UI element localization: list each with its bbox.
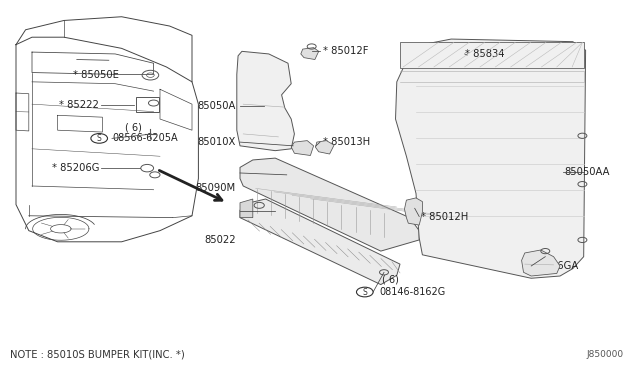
Polygon shape [316, 141, 334, 154]
Text: 85010X: 85010X [197, 137, 236, 147]
Text: 85090M: 85090M [195, 183, 236, 193]
Text: 85050AA: 85050AA [564, 167, 610, 177]
Text: S: S [362, 288, 367, 296]
Polygon shape [240, 158, 419, 251]
Polygon shape [240, 199, 400, 285]
Text: * 85206G: * 85206G [52, 163, 99, 173]
Polygon shape [400, 42, 584, 68]
Text: * 85834: * 85834 [465, 49, 504, 59]
Text: 08146-8162G: 08146-8162G [379, 287, 445, 297]
Text: * 85012H: * 85012H [421, 212, 468, 221]
Text: NOTE : 85010S BUMPER KIT(INC. *): NOTE : 85010S BUMPER KIT(INC. *) [10, 349, 184, 359]
Text: ( 6): ( 6) [125, 122, 141, 132]
Polygon shape [404, 198, 422, 225]
Text: 85022: 85022 [204, 235, 236, 245]
Text: 85050A: 85050A [197, 101, 236, 111]
Text: * 85012F: * 85012F [323, 46, 368, 56]
Polygon shape [291, 141, 314, 155]
Bar [136, 97, 159, 112]
Text: 08566-6205A: 08566-6205A [112, 134, 178, 143]
Polygon shape [396, 39, 586, 278]
Polygon shape [237, 51, 294, 151]
Text: * 85013H: * 85013H [323, 137, 370, 147]
Polygon shape [301, 48, 319, 60]
Polygon shape [522, 250, 560, 276]
Text: S: S [97, 134, 102, 143]
Polygon shape [240, 199, 253, 218]
Text: J850000: J850000 [587, 350, 624, 359]
Text: * 85222: * 85222 [60, 100, 99, 110]
Text: ( 6): ( 6) [382, 275, 399, 285]
Text: * 85050E: * 85050E [72, 70, 118, 80]
Text: 85206GA: 85206GA [532, 261, 579, 271]
